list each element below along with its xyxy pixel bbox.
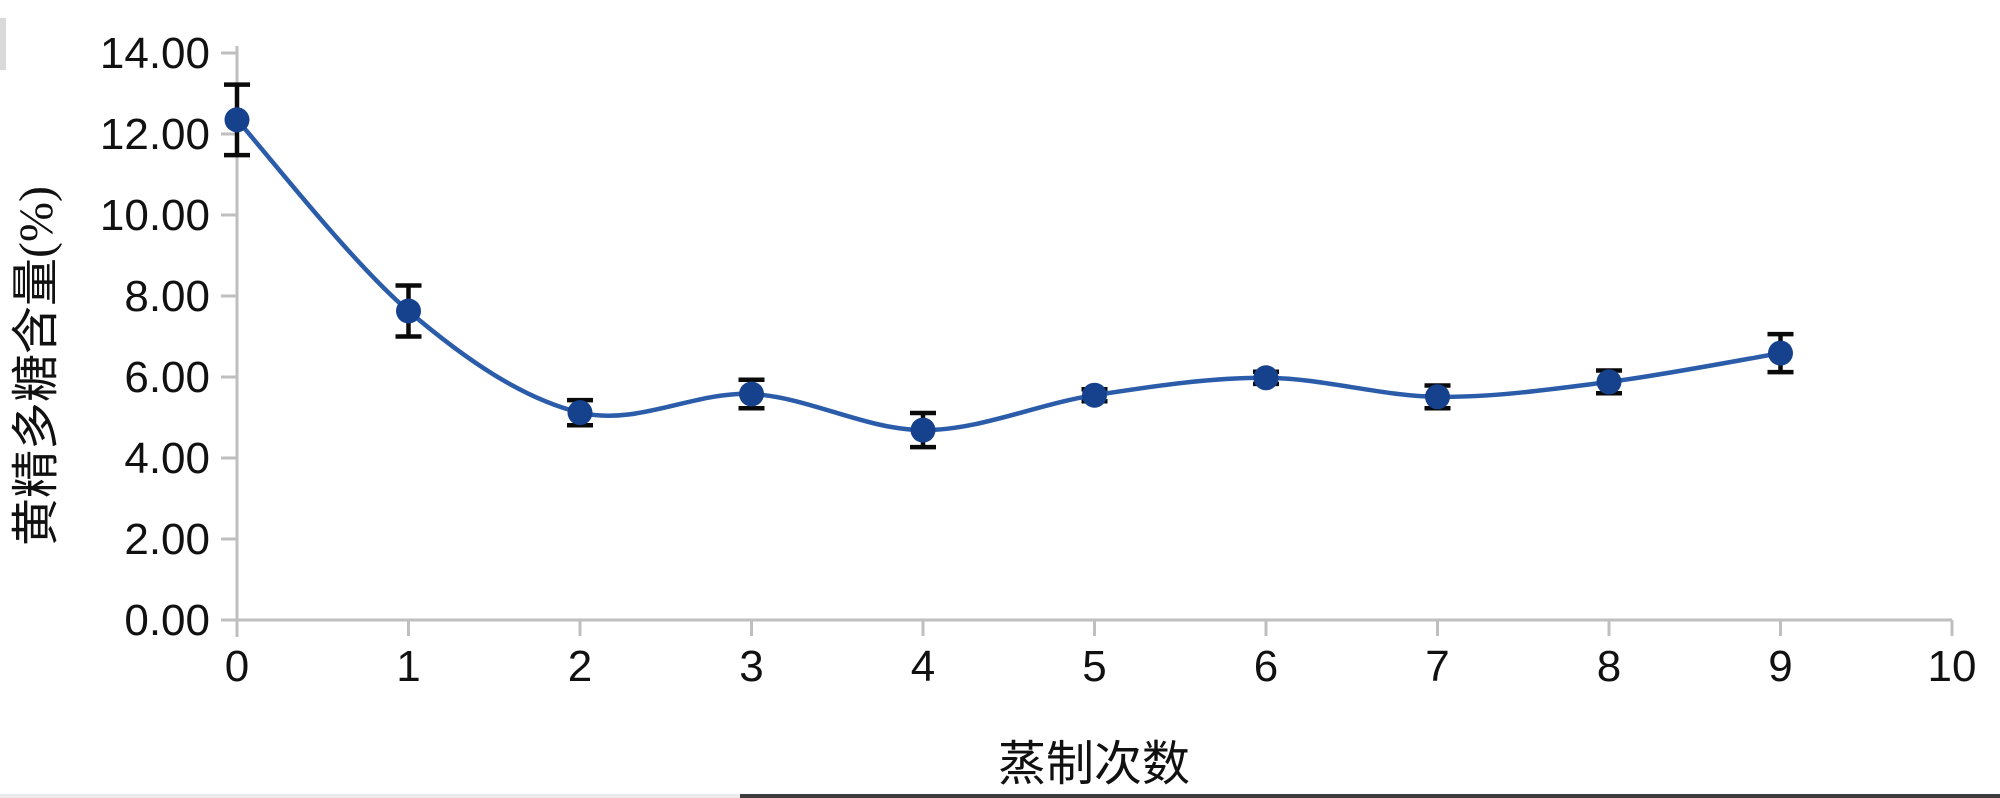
x-tick-label: 2 — [568, 642, 592, 691]
data-point — [739, 381, 764, 407]
y-tick-label: 10.00 — [100, 191, 210, 240]
data-point — [224, 107, 250, 133]
y-tick-label: 12.00 — [100, 110, 210, 159]
axes-layer: 0.00 2.00 4.00 6.00 8.00 10.00 12.00 14.00 0 1 2 3 4… — [100, 29, 1977, 691]
y-tick-label: 4.00 — [124, 434, 210, 483]
data-point — [567, 400, 593, 426]
x-tick-label: 4 — [911, 642, 935, 691]
y-tick-label: 14.00 — [100, 29, 210, 78]
screenshot-bottom-edge-light — [0, 794, 740, 798]
data-point — [1425, 384, 1450, 410]
screenshot-bottom-edge-dark — [740, 794, 2000, 798]
data-line — [235, 118, 1781, 433]
data-point — [910, 417, 936, 443]
x-tick-label: 5 — [1082, 642, 1106, 691]
x-tick-label: 9 — [1768, 642, 1792, 691]
data-point — [396, 298, 421, 324]
data-point — [1596, 369, 1622, 395]
x-tick-label: 0 — [225, 642, 249, 691]
x-axis-title: 蒸制次数 — [998, 738, 1190, 791]
x-tick-label: 8 — [1597, 642, 1621, 691]
x-tick-label: 6 — [1254, 642, 1278, 691]
x-tick-label: 1 — [396, 642, 420, 691]
error-bars — [224, 82, 1794, 450]
screenshot-left-edge-artifact — [0, 18, 6, 70]
y-tick-label: 2.00 — [124, 515, 210, 564]
data-points — [224, 107, 1793, 443]
y-tick-label: 8.00 — [124, 272, 210, 321]
y-axis-title: 黄精多糖含量(%) — [10, 186, 63, 546]
data-point — [1768, 340, 1793, 366]
data-point — [1253, 365, 1279, 391]
data-point — [1082, 382, 1107, 408]
x-tick-label: 3 — [739, 642, 763, 691]
x-tick-label: 7 — [1425, 642, 1449, 691]
y-tick-label: 0.00 — [124, 596, 210, 645]
y-tick-label: 6.00 — [124, 353, 210, 402]
plot-layer — [224, 82, 1794, 450]
x-tick-label: 10 — [1928, 642, 1977, 691]
